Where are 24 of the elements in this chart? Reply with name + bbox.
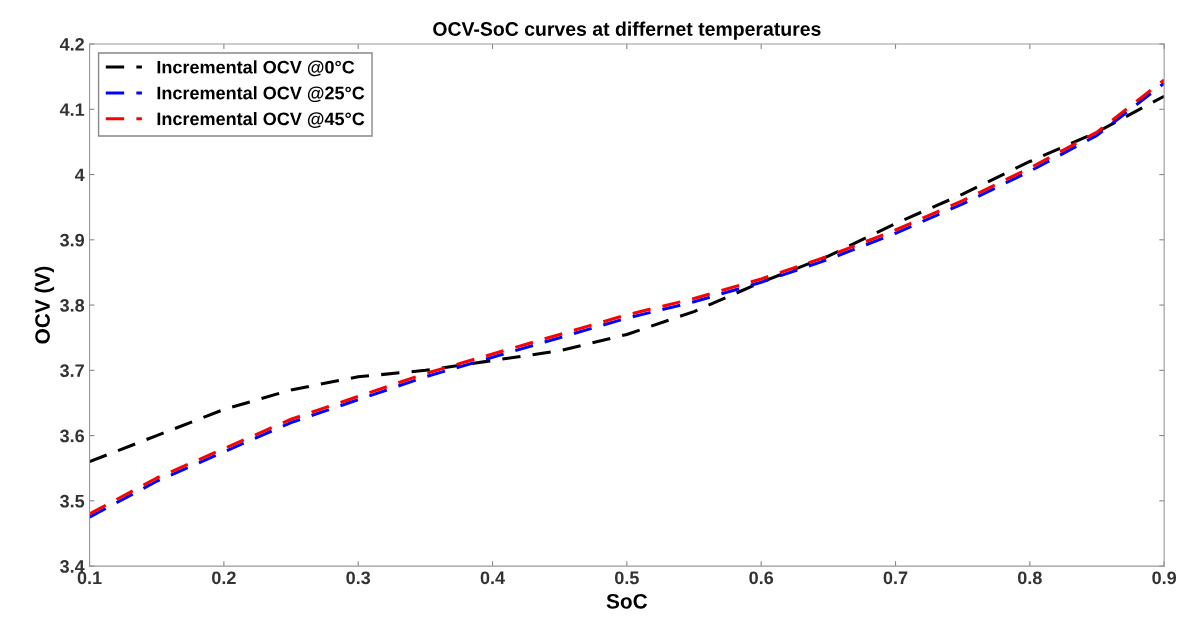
y-tick-label: 4.1 [59,103,85,116]
x-tick-label: 0.6 [749,571,774,585]
y-tick-label: 3.8 [60,299,85,312]
y-tick-label: 3.4 [60,560,85,573]
y-tick-label: 3.9 [60,233,85,247]
x-tick-label: 0.5 [615,571,639,585]
y-tick-label: 3.6 [60,429,85,443]
chart-title: OCV-SoC curves at differnet temperatures [433,21,821,40]
y-tick-label: 3.5 [60,494,85,508]
x-tick-label: 0.8 [1017,571,1042,585]
y-axis-title: OCV (V) [34,266,55,344]
x-tick-label: 0.3 [346,571,371,585]
y-tick-label: 3.7 [60,364,84,378]
y-tick-label: 4 [74,168,85,182]
legend-label: Incremental OCV @0°C [157,60,355,77]
x-tick-label: 0.9 [1152,571,1177,585]
y-tick-label: 4.2 [59,37,84,51]
x-tick-label: 0.2 [212,571,236,585]
x-tick-label: 0.1 [77,571,102,585]
x-axis-title: SoC [606,593,648,609]
x-tick-label: 0.7 [883,571,908,585]
legend-label: Incremental OCV @25°C [157,86,365,103]
legend-label: Incremental OCV @45°C [157,112,365,128]
x-tick-label: 0.4 [480,571,505,585]
